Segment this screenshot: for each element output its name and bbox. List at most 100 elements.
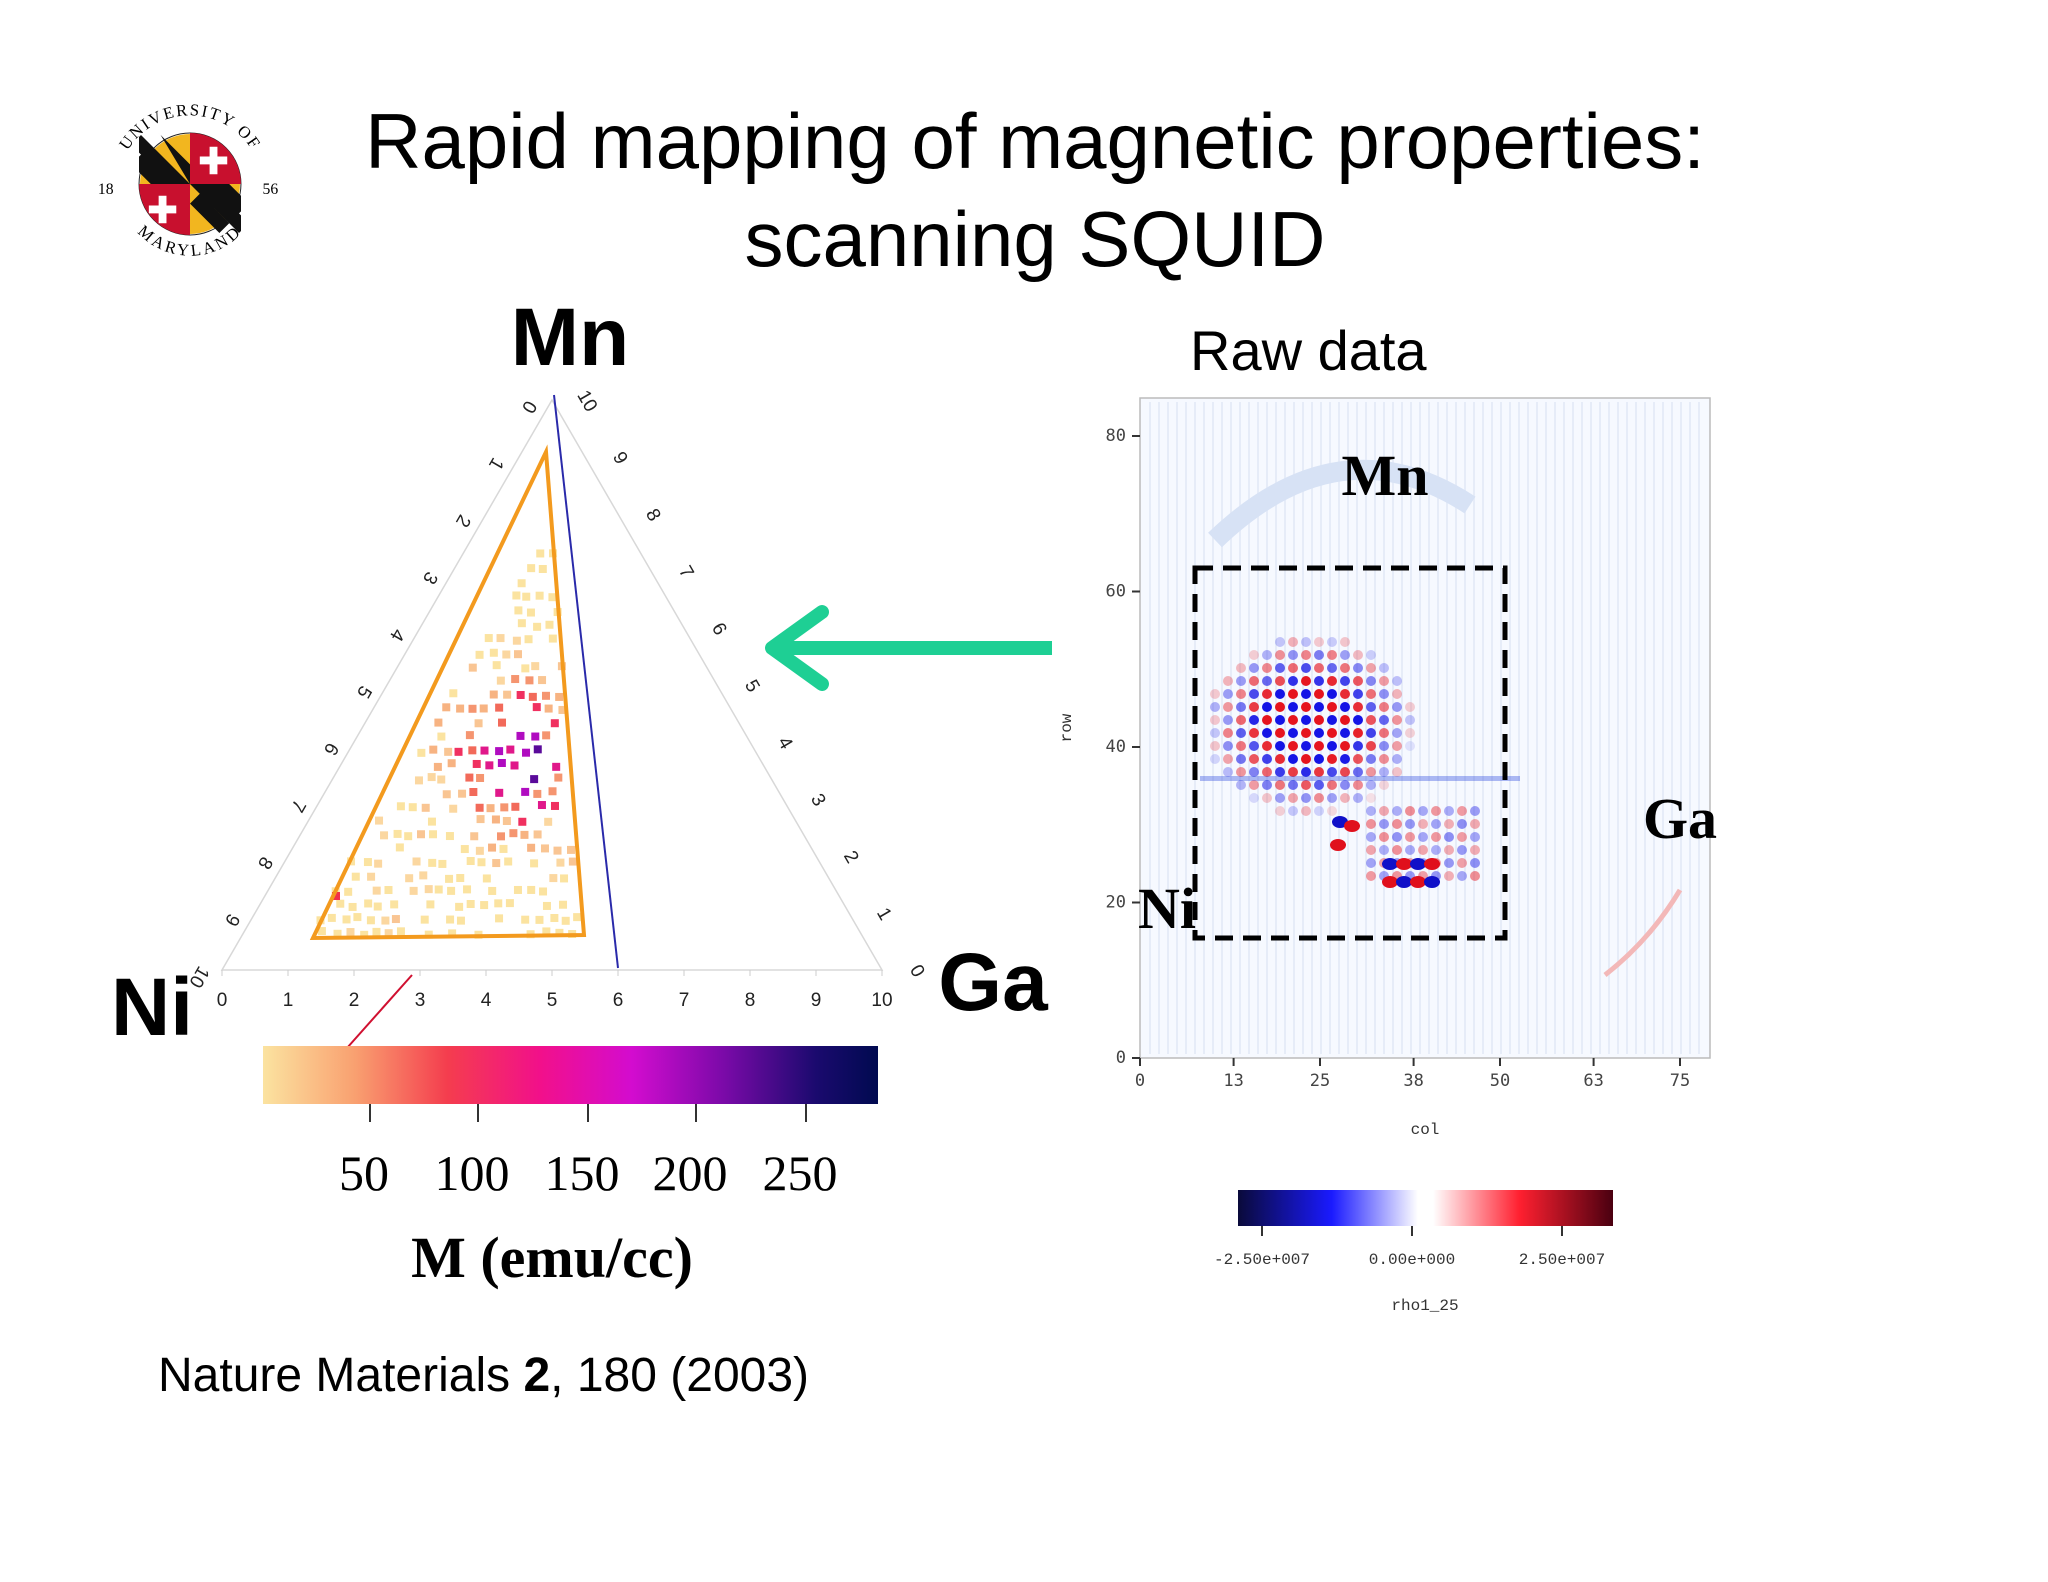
pattern-dot [1301,754,1311,764]
ternary-point [363,858,372,867]
ternary-point [533,830,542,839]
pattern-dot [1418,819,1428,829]
pattern-dot [1249,780,1259,790]
pattern-dot [1366,741,1376,751]
pattern-dot [1275,715,1285,725]
ternary-point [391,915,400,924]
ternary-point [516,731,525,740]
pattern-dot [1301,637,1311,647]
pattern-dot [1288,728,1298,738]
ternary-point [447,886,456,895]
pattern-dot [1366,793,1376,803]
pattern-dot [1366,871,1376,881]
pattern-dot [1262,676,1272,686]
ternary-point [393,829,402,838]
pattern-dot [1366,819,1376,829]
pattern-dot [1405,819,1415,829]
seal-year-right: 56 [263,181,279,198]
tick-bottom-5: 5 [547,990,558,1011]
pattern-dot [1262,702,1272,712]
pattern-dot [1353,715,1363,725]
pattern-dot [1392,767,1402,777]
pattern-dot [1457,845,1467,855]
pattern-dot [1262,754,1272,764]
pattern-dot [1210,689,1220,699]
tick-left-5: 5 [352,682,375,702]
pattern-dot [1392,845,1402,855]
pattern-dot [1288,676,1298,686]
raw-x-tick: 0 [1135,1071,1145,1091]
colorbar-tick-label: 50 [339,1145,389,1201]
pattern-dot [1392,715,1402,725]
pattern-dot [1314,650,1324,660]
ternary-point [469,788,478,797]
ternary-point [518,817,527,826]
ternary-point [495,747,504,756]
pattern-dot [1470,819,1480,829]
ternary-point [558,705,567,714]
ternary-point [332,892,340,900]
ternary-point [456,916,465,925]
ternary-point [516,690,525,699]
ternary-point [542,901,551,910]
pattern-dot [1288,650,1298,660]
ternary-point [538,676,547,685]
raw-y-tick: 40 [1106,737,1126,757]
pattern-dot [1366,845,1376,855]
ternary-point [521,664,530,673]
raw-y-tick: 20 [1106,893,1126,913]
pattern-dot [1249,767,1259,777]
pattern-hotspot [1330,839,1346,851]
ternary-point [480,746,489,755]
pattern-dot [1418,832,1428,842]
ternary-point [539,887,548,896]
citation-volume: 2 [523,1349,551,1402]
ternary-point [510,761,519,770]
ternary-point [364,899,373,908]
tick-bottom-0: 0 [217,990,228,1011]
pattern-dot [1327,793,1337,803]
ternary-point [468,746,477,755]
pattern-dot [1405,728,1415,738]
colorbar-label: M (emu/cc) [411,1225,693,1290]
pattern-dot [1301,702,1311,712]
ternary-point [488,843,497,852]
pattern-dot [1314,702,1324,712]
pattern-dot [1405,741,1415,751]
pattern-dot [1275,780,1285,790]
pattern-dot [1288,806,1298,816]
tick-left-9: 9 [220,910,243,930]
ternary-point [512,636,521,645]
ternary-point [511,675,520,684]
pattern-dot [1340,767,1350,777]
pattern-dot [1314,663,1324,673]
pattern-dot [1340,728,1350,738]
tick-right-6: 4 [773,733,797,753]
ternary-point [566,845,575,854]
pattern-dot [1288,689,1298,699]
pattern-dot [1418,845,1428,855]
ternary-point [463,885,472,894]
university-seal-icon: UNIVERSITY OF MARYLAND 18 56 [98,100,279,260]
pattern-dot [1327,663,1337,673]
pattern-dot [1379,676,1389,686]
ternary-point [429,830,438,839]
ternary-point [542,731,551,740]
ternary-point [496,634,505,643]
ternary-point [555,928,564,937]
ternary-point [533,745,542,754]
tick-right-4: 6 [707,619,730,639]
raw-y-tick: 60 [1106,582,1126,602]
pattern-dot [1314,806,1324,816]
pattern-dot [1353,754,1363,764]
ternary-point [468,704,477,713]
pattern-dot [1327,780,1337,790]
pattern-dot [1249,676,1259,686]
pattern-dot [1353,702,1363,712]
pattern-dot [1470,832,1480,842]
pattern-dot [1249,793,1259,803]
pattern-dot [1392,676,1402,686]
pattern-dot [1327,715,1337,725]
pattern-dot [1327,637,1337,647]
ternary-point [380,831,389,840]
